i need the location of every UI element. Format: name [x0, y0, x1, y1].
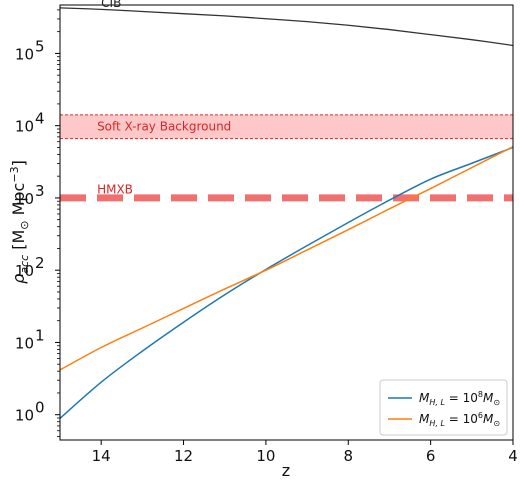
plot-area: [60, 7, 513, 419]
annotation-cib: CIB: [101, 0, 121, 10]
y-tick-label: 10: [15, 407, 34, 425]
y-tick-label-exponent: 3: [35, 182, 45, 200]
y-tick-label: 10: [15, 45, 34, 63]
x-tick-label: 4: [508, 447, 518, 465]
y-label-units-sup: −3: [8, 166, 21, 182]
y-tick-label: 10: [15, 262, 34, 280]
series-line-mhl_1e6: [60, 145, 513, 371]
band-soft_xray: [60, 114, 513, 139]
y-label-units-pre: [M: [9, 230, 28, 255]
y-label-units-mid: Mpc: [9, 183, 28, 221]
y-axis-label: ρacc [M⊙ Mpc−3]: [8, 160, 31, 284]
y-tick-label: 10: [15, 334, 34, 352]
series-line-mhl_1e8: [60, 146, 513, 419]
x-tick-label: 14: [92, 447, 111, 465]
annotation-soft_xray: Soft X-ray Background: [97, 119, 231, 133]
y-tick-label-exponent: 1: [35, 326, 45, 344]
x-tick-label: 8: [343, 447, 353, 465]
y-tick-label: 10: [15, 190, 34, 208]
x-axis-label: z: [282, 461, 290, 480]
y-tick-label-exponent: 0: [35, 399, 45, 417]
y-tick-label-exponent: 2: [35, 254, 45, 272]
series-line-cib: [60, 7, 513, 47]
plot-frame: [59, 4, 514, 441]
y-tick-label: 10: [15, 118, 34, 136]
x-tick-label: 12: [174, 447, 193, 465]
legend-label-mhl_1e8: MH, L = 108M⊙: [419, 390, 500, 407]
annotations: CIB Soft X-ray Background HMXB: [97, 0, 231, 196]
legend-box: [379, 379, 508, 436]
y-tick-label-exponent: 4: [35, 110, 45, 128]
legend-label-mhl_1e6: MH, L = 106M⊙: [419, 411, 500, 428]
annotation-hmxb: HMXB: [97, 182, 133, 196]
y-label-main: ρ: [9, 274, 28, 284]
x-axis: 14 12 10 8 6 4: [92, 440, 518, 465]
y-tick-label-exponent: 5: [35, 37, 45, 55]
legend: MH, L = 108M⊙ MH, L = 106M⊙: [379, 379, 508, 436]
y-label-units-sub: ⊙: [18, 220, 31, 229]
x-tick-label: 10: [256, 447, 275, 465]
y-label-units-post: ]: [9, 160, 28, 166]
x-tick-label: 6: [426, 447, 436, 465]
y-label-sub: acc: [18, 255, 31, 274]
